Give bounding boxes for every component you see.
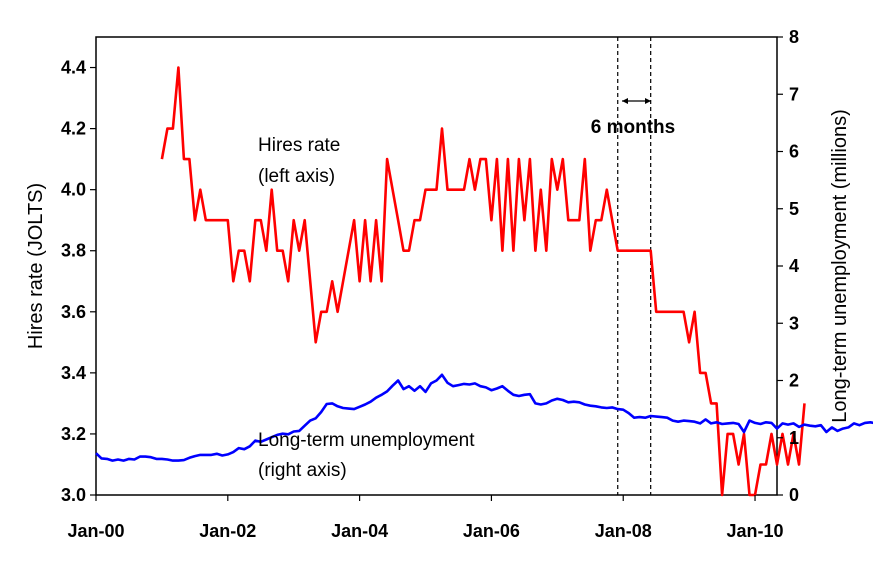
ltu-annotation-line1: Long-term unemployment <box>258 430 475 451</box>
x-tick-label: Jan-02 <box>199 521 256 541</box>
left-tick-label: 3.6 <box>61 302 86 322</box>
gap-arrow <box>622 98 651 104</box>
right-tick-label: 3 <box>789 313 799 333</box>
right-tick-label: 5 <box>789 199 799 219</box>
ltu-annotation-line2: (right axis) <box>258 460 347 481</box>
right-tick-label: 2 <box>789 371 799 391</box>
hires-annotation-line1: Hires rate <box>258 135 340 156</box>
x-tick-label: Jan-04 <box>331 521 388 541</box>
left-tick-label: 4.2 <box>61 119 86 139</box>
right-axis-label: Long-term unemployment (millions) <box>829 109 851 422</box>
left-axis: 3.0 3.2 3.4 3.6 3.8 4.0 4.2 4.4 <box>61 58 96 505</box>
gap-annotation: 6 months <box>591 117 675 138</box>
left-axis-label: Hires rate (JOLTS) <box>25 183 47 349</box>
right-tick-label: 1 <box>789 428 799 448</box>
hires-line <box>160 66 806 497</box>
series-group <box>95 66 873 497</box>
x-tick-label: Jan-06 <box>463 521 520 541</box>
right-axis: 0 1 2 3 4 5 6 7 8 <box>777 27 799 505</box>
right-tick-label: 6 <box>789 142 799 162</box>
gap-arrowhead-left <box>622 98 628 104</box>
left-tick-label: 3.8 <box>61 241 86 261</box>
left-tick-label: 4.4 <box>61 58 86 78</box>
right-tick-label: 0 <box>789 485 799 505</box>
ltu-line <box>95 373 873 462</box>
x-tick-label: Jan-10 <box>727 521 784 541</box>
hires-annotation-line2: (left axis) <box>258 166 335 187</box>
right-tick-label: 8 <box>789 27 799 47</box>
left-tick-label: 3.4 <box>61 363 86 383</box>
gap-arrowhead-right <box>645 98 651 104</box>
left-tick-label: 3.2 <box>61 424 86 444</box>
left-tick-label: 3.0 <box>61 485 86 505</box>
x-axis: Jan-00 Jan-02 Jan-04 Jan-06 Jan-08 Jan-10 <box>67 495 784 541</box>
x-tick-label: Jan-00 <box>67 521 124 541</box>
left-tick-label: 4.0 <box>61 180 86 200</box>
x-tick-label: Jan-08 <box>595 521 652 541</box>
recession-markers <box>617 37 652 495</box>
right-tick-label: 4 <box>789 256 799 276</box>
plot-area <box>95 36 778 496</box>
right-tick-label: 7 <box>789 84 799 104</box>
